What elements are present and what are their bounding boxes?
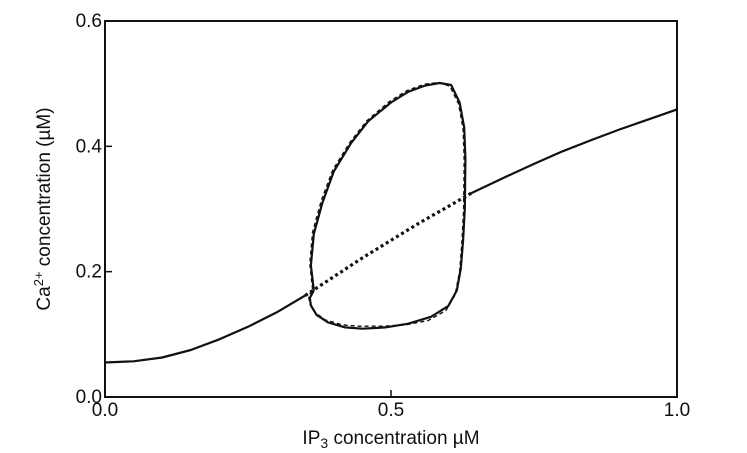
- series-group: [104, 81, 678, 364]
- y-tick-label: 0.2: [76, 262, 102, 283]
- y-axis-label-main: Ca: [34, 286, 55, 311]
- series-line-solid-3: [308, 81, 467, 330]
- tick-labels-group: 0.0 0.5 1.0 0.0 0.2 0.4 0.6: [76, 11, 691, 421]
- series-line-solid-2: [470, 108, 678, 195]
- x-axis-label-rest: concentration µM: [328, 428, 479, 449]
- y-tick-label: 0.0: [76, 387, 102, 408]
- ticks-group: [104, 20, 678, 398]
- y-tick-label: 0.6: [76, 11, 102, 32]
- x-tick-label: 0.5: [378, 400, 404, 421]
- y-axis-label-superscript: 2+: [31, 271, 46, 286]
- x-axis-label-subscript: 3: [320, 435, 328, 451]
- series-line-dashed-4: [307, 81, 465, 327]
- x-tick-label: 1.0: [664, 400, 690, 421]
- x-axis-label-main: IP: [302, 428, 320, 449]
- y-axis-label: Ca2+ concentration (µM): [31, 107, 55, 310]
- x-axis-label: IP3 concentration µM: [302, 428, 479, 451]
- series-line-solid-0: [104, 294, 306, 364]
- x-tick-label: 0.0: [92, 400, 118, 421]
- series-line-dotted-1: [304, 191, 472, 297]
- y-tick-label: 0.4: [76, 136, 103, 157]
- y-axis-label-rest: concentration (µM): [34, 107, 55, 271]
- plot-frame: [104, 20, 678, 398]
